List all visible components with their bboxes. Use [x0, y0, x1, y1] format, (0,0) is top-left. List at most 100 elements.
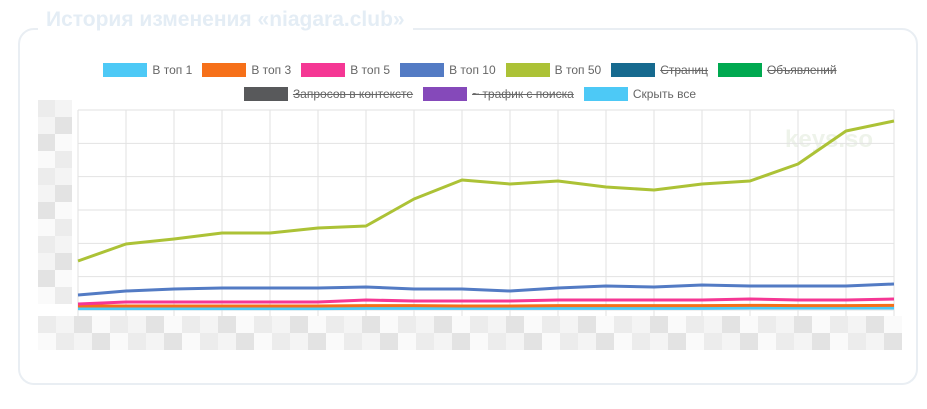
blurred-label: [650, 316, 668, 333]
blurred-label: [848, 316, 866, 333]
blurred-label: [38, 287, 55, 304]
legend-item[interactable]: Запросов в контексте: [243, 86, 413, 101]
blurred-label: [254, 333, 272, 350]
legend-swatch: [301, 62, 346, 77]
blurred-label: [344, 333, 362, 350]
legend-item[interactable]: Объявлений: [717, 62, 837, 77]
blurred-label: [55, 202, 72, 219]
blurred-label: [56, 316, 74, 333]
blurred-label: [704, 316, 722, 333]
blurred-label: [812, 316, 830, 333]
blurred-label: [434, 333, 452, 350]
blurred-label: [236, 316, 254, 333]
blurred-label: [38, 168, 55, 185]
blurred-label: [632, 316, 650, 333]
blurred-label: [326, 316, 344, 333]
blurred-label: [200, 316, 218, 333]
blurred-label: [776, 333, 794, 350]
series-line: [77, 297, 895, 306]
blurred-label: [416, 333, 434, 350]
blurred-label: [452, 333, 470, 350]
blurred-label: [308, 316, 326, 333]
blurred-label: [866, 333, 884, 350]
legend-label: Объявлений: [766, 62, 837, 77]
legend-label: В топ 50: [554, 62, 602, 77]
legend: В топ 1 В топ 3 В топ 5 В топ 10 В топ 50 Стр…: [100, 62, 840, 101]
blurred-label: [560, 333, 578, 350]
legend-swatch: [423, 86, 468, 101]
blurred-label: [272, 316, 290, 333]
series-line: [78, 303, 895, 308]
legend-label: Страниц: [660, 62, 708, 77]
blurred-label: [614, 333, 632, 350]
blurred-label: [794, 333, 812, 350]
blurred-label: [416, 316, 434, 333]
legend-item[interactable]: В топ 50: [505, 62, 602, 77]
legend-label: В топ 5: [350, 62, 391, 77]
legend-swatch: [611, 62, 656, 77]
blurred-label: [55, 117, 72, 134]
blurred-label: [524, 316, 542, 333]
blurred-label: [524, 333, 542, 350]
blurred-label: [110, 316, 128, 333]
blurred-label: [668, 316, 686, 333]
blurred-label: [452, 316, 470, 333]
blurred-label: [884, 316, 902, 333]
blurred-label: [128, 333, 146, 350]
blurred-label: [740, 333, 758, 350]
blurred-label: [55, 270, 72, 287]
blurred-label: [722, 333, 740, 350]
blurred-label: [74, 316, 92, 333]
blurred-label: [398, 333, 416, 350]
blurred-label: [182, 316, 200, 333]
blurred-label: [128, 316, 146, 333]
blurred-label: [236, 333, 254, 350]
series-line: [77, 119, 895, 263]
blurred-label: [578, 316, 596, 333]
blurred-label: [488, 316, 506, 333]
legend-item[interactable]: В топ 10: [400, 62, 496, 77]
button-swatch: [583, 86, 628, 101]
blurred-label: [758, 316, 776, 333]
legend-item[interactable]: Страниц: [611, 62, 708, 77]
blurred-label: [38, 236, 55, 253]
hide-all-button[interactable]: Скрыть все: [583, 86, 696, 101]
blurred-label: [632, 333, 650, 350]
blurred-label: [470, 316, 488, 333]
legend-swatch: [243, 86, 288, 101]
blurred-label: [722, 316, 740, 333]
card-title: История изменения «niagara.club»: [38, 8, 413, 32]
blurred-label: [704, 333, 722, 350]
blurred-label: [308, 333, 326, 350]
blurred-label: [506, 333, 524, 350]
legend-item[interactable]: ~ трафик с поиска: [423, 86, 574, 101]
blurred-label: [218, 333, 236, 350]
blurred-label: [38, 253, 55, 270]
blurred-label: [55, 134, 72, 151]
blurred-label: [470, 333, 488, 350]
blurred-label: [596, 316, 614, 333]
legend-item[interactable]: В топ 5: [301, 62, 390, 77]
blurred-label: [488, 333, 506, 350]
blurred-label: [55, 168, 72, 185]
blurred-label: [362, 316, 380, 333]
blurred-label: [830, 316, 848, 333]
blurred-label: [38, 185, 55, 202]
blurred-label: [542, 333, 560, 350]
blurred-label: [560, 316, 578, 333]
blurred-label: [38, 134, 55, 151]
blurred-label: [55, 287, 72, 304]
blurred-label: [686, 316, 704, 333]
legend-item[interactable]: В топ 3: [202, 62, 291, 77]
blurred-label: [110, 333, 128, 350]
blurred-label: [794, 316, 812, 333]
blurred-label: [578, 333, 596, 350]
blurred-label: [542, 316, 560, 333]
legend-swatch: [103, 62, 148, 77]
blurred-label: [38, 316, 56, 333]
legend-item[interactable]: В топ 1: [103, 62, 192, 77]
blurred-label: [38, 117, 55, 134]
blurred-label: [38, 202, 55, 219]
blurred-label: [614, 316, 632, 333]
